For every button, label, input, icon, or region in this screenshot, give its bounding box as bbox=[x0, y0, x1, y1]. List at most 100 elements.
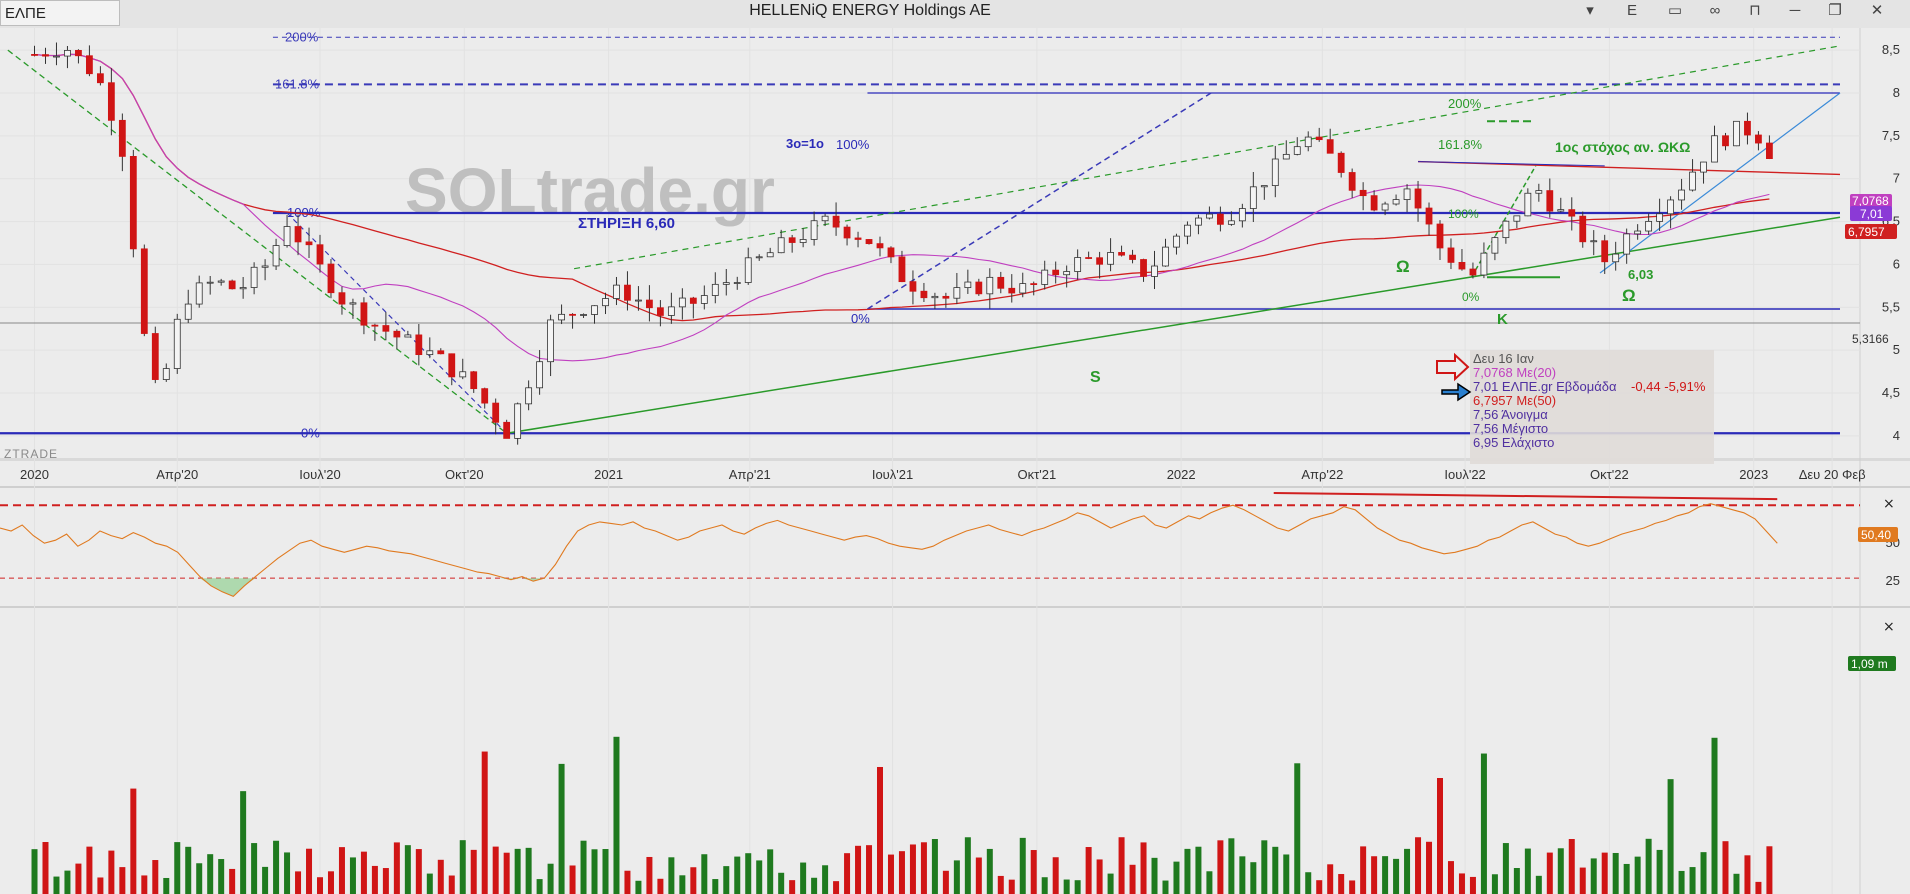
volume-bar-down bbox=[833, 881, 840, 894]
volume-bar-down bbox=[1096, 859, 1103, 894]
volume-bar-down bbox=[1118, 837, 1125, 894]
x-tick-label: 2022 bbox=[1167, 467, 1196, 482]
kappa-label: Κ bbox=[1497, 311, 1508, 328]
volume-bar-down bbox=[393, 842, 400, 894]
volume-bar-up bbox=[635, 880, 642, 894]
panel-divider bbox=[0, 606, 1910, 608]
volume-bar-down bbox=[942, 870, 949, 894]
volume-bar-down bbox=[844, 853, 851, 894]
volume-bar-down bbox=[1052, 857, 1059, 894]
ticker-field[interactable]: ΕΛΠΕ bbox=[0, 0, 120, 26]
fib2-100-label: 100% bbox=[1448, 207, 1479, 221]
volume-bar-up bbox=[404, 845, 411, 894]
candle-down bbox=[865, 239, 873, 245]
candle-down bbox=[1030, 283, 1038, 285]
volume-bar-up bbox=[953, 860, 960, 894]
target-label: 1ος στόχος αν. ΩΚΩ bbox=[1555, 139, 1690, 155]
volume-bar-up bbox=[1733, 873, 1740, 894]
volume-bar-up bbox=[734, 856, 741, 894]
candle-up bbox=[953, 287, 961, 299]
rsi-line bbox=[0, 503, 1778, 598]
y-tick-label: 4,5 bbox=[1882, 385, 1900, 400]
candle-down bbox=[382, 325, 390, 332]
dropdown-icon[interactable]: ▾ bbox=[1586, 2, 1594, 19]
volume-bar-up bbox=[679, 875, 686, 894]
candle-up bbox=[1271, 158, 1279, 187]
volume-bar-down bbox=[503, 852, 510, 894]
candle-down bbox=[1568, 209, 1576, 217]
candle-up bbox=[986, 276, 994, 295]
candle-up bbox=[162, 368, 170, 380]
candle-down bbox=[975, 281, 983, 295]
volume-bar-down bbox=[448, 875, 455, 894]
y-tick-label: 4 bbox=[1893, 428, 1900, 443]
candle-down bbox=[1601, 240, 1609, 263]
candle-up bbox=[514, 403, 522, 439]
volume-bar-down bbox=[1469, 876, 1476, 894]
x-tick-label: 2021 bbox=[594, 467, 623, 482]
candle-down bbox=[1052, 269, 1060, 276]
candle-up bbox=[678, 297, 686, 308]
candle-up bbox=[239, 287, 247, 290]
volume-bar-up bbox=[1228, 838, 1235, 894]
candle-up bbox=[711, 283, 719, 296]
x-tick-label: 2023 bbox=[1739, 467, 1768, 482]
volume-bar-up bbox=[1283, 854, 1290, 894]
candle-up bbox=[1151, 265, 1158, 277]
volume-bar-up bbox=[207, 854, 214, 894]
volume-bar-down bbox=[997, 875, 1004, 894]
volume-bar-up bbox=[1535, 875, 1542, 894]
candle-down bbox=[1348, 172, 1356, 191]
volume-bar-down bbox=[690, 867, 697, 894]
candle-down bbox=[1216, 213, 1224, 225]
candle-down bbox=[31, 54, 38, 56]
candle-up bbox=[1557, 209, 1565, 212]
volume-bar-up bbox=[262, 866, 269, 894]
volume-bar-up bbox=[196, 863, 203, 894]
volume-bar-down bbox=[42, 842, 49, 894]
fib2-100-line bbox=[1418, 161, 1605, 167]
volume-close-icon[interactable]: × bbox=[1883, 619, 1895, 635]
y-tick-label: 7,5 bbox=[1882, 128, 1900, 143]
candle-down bbox=[1755, 134, 1762, 144]
info-close: 7,01 ΕΛΠΕ.gr Εβδομάδα bbox=[1473, 379, 1617, 394]
restore-icon[interactable]: ❐ bbox=[1828, 2, 1842, 19]
fib-leg-2 bbox=[867, 92, 1212, 310]
volume-bar-down bbox=[1349, 880, 1356, 894]
candle-up bbox=[1612, 253, 1620, 263]
candle-up bbox=[602, 298, 609, 307]
infinity-icon[interactable]: ∞ bbox=[1709, 2, 1721, 19]
candle-up bbox=[64, 49, 71, 57]
volume-bar-down bbox=[75, 863, 82, 894]
candle-down bbox=[151, 333, 159, 380]
rsi-panel-bg bbox=[0, 488, 1910, 606]
info-ma20: 7,0768 Με(20) bbox=[1473, 365, 1556, 380]
panel-icon[interactable]: ▭ bbox=[1667, 2, 1683, 19]
candle-down bbox=[1447, 247, 1455, 263]
candle-up bbox=[744, 257, 752, 283]
candle-down bbox=[96, 73, 104, 84]
rsi-close-icon[interactable]: × bbox=[1883, 496, 1895, 512]
volume-bar-down bbox=[1338, 874, 1345, 894]
close-icon[interactable]: ✕ bbox=[1870, 2, 1884, 19]
volume-bar-down bbox=[920, 842, 927, 894]
candle-down bbox=[646, 299, 653, 309]
lock-icon[interactable]: ⊓ bbox=[1749, 2, 1761, 19]
volume-bar-down bbox=[1744, 855, 1751, 894]
y-tick-label: 6 bbox=[1893, 256, 1900, 271]
candle-down bbox=[107, 82, 115, 121]
volume-bar-up bbox=[1656, 849, 1663, 894]
trendline-down bbox=[7, 49, 508, 434]
volume-panel-bg bbox=[0, 608, 1910, 894]
candle-down bbox=[832, 215, 840, 228]
candle-down bbox=[1370, 195, 1378, 211]
e-letter-icon[interactable]: E bbox=[1626, 2, 1637, 19]
candle-down bbox=[876, 243, 884, 249]
fib-leg-1 bbox=[286, 212, 508, 434]
candle-up bbox=[1678, 189, 1685, 201]
minimize-icon[interactable]: ─ bbox=[1789, 2, 1801, 19]
volume-bar-up bbox=[284, 852, 291, 894]
support-trendline-s bbox=[506, 216, 1841, 435]
candle-down bbox=[294, 226, 302, 243]
volume-bar-up bbox=[602, 849, 609, 894]
